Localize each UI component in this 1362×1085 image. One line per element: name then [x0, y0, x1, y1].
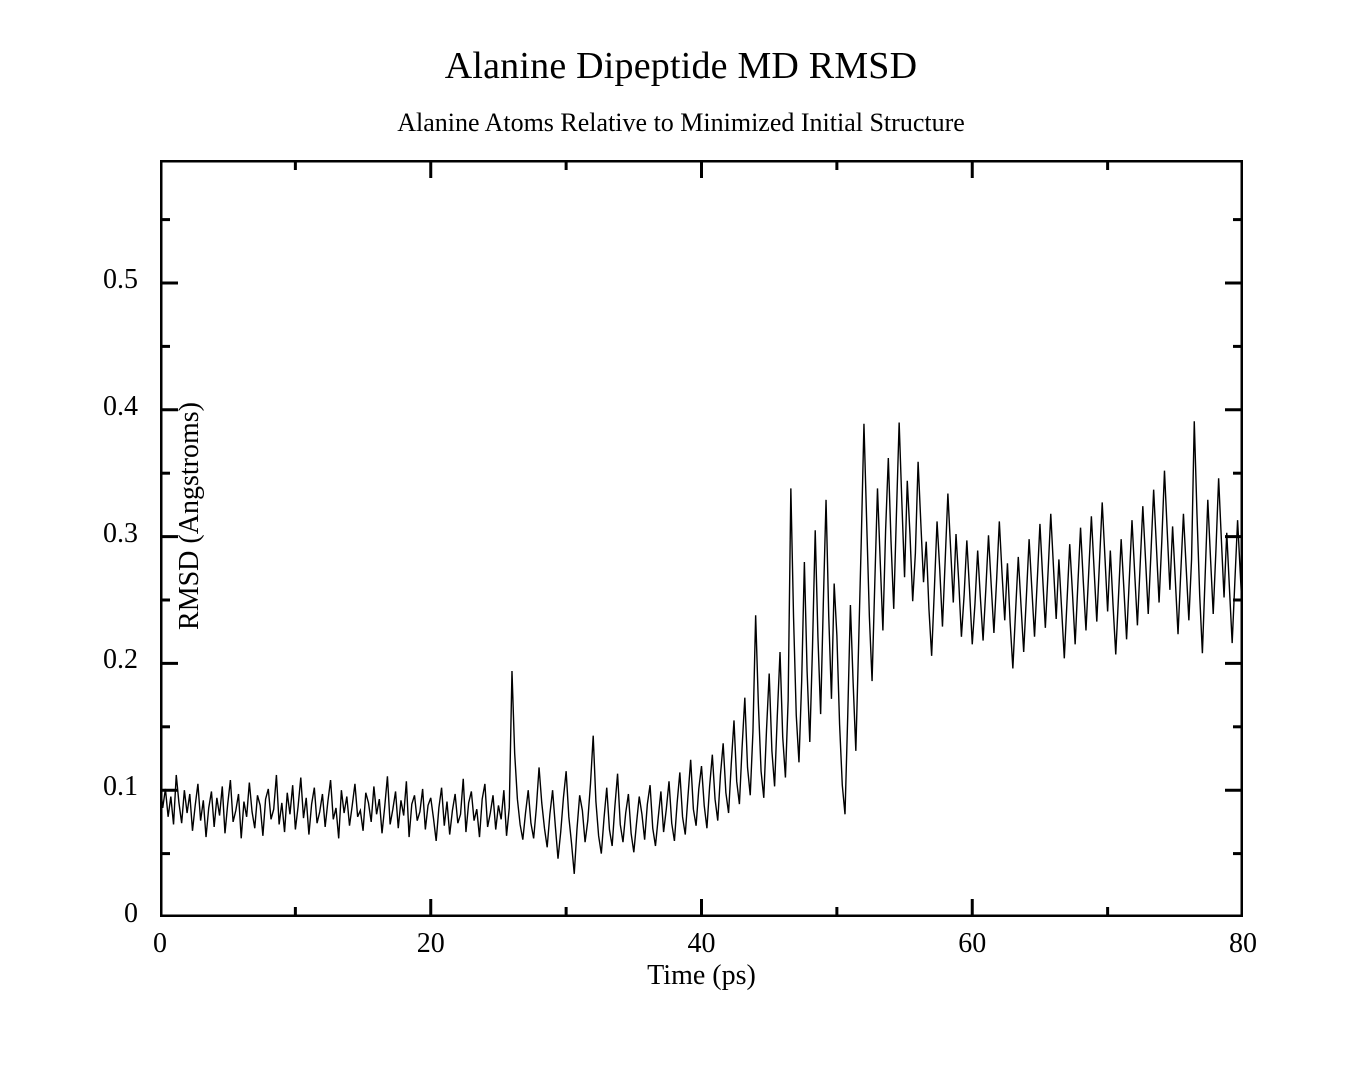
page-title: Alanine Dipeptide MD RMSD — [444, 45, 918, 87]
y-tick-label: 0.5 — [103, 263, 138, 295]
y-tick-label: 0.1 — [103, 771, 138, 803]
y-tick-label: 0.2 — [103, 644, 138, 676]
y-tick-label: 0.4 — [103, 390, 138, 422]
plot-area: RMSD (Angstroms) Time (ps) 0 0.1 0.2 0.3 0.4… — [103, 160, 1257, 991]
x-axis-label: Time (ps) — [647, 960, 756, 991]
y-tick-label: 0 — [124, 898, 138, 929]
rmsd-line-chart — [160, 160, 1243, 917]
x-tick-label: 20 — [416, 928, 445, 959]
x-tick-label: 40 — [687, 928, 716, 959]
x-tick-label: 0 — [153, 928, 167, 959]
x-tick-label: 60 — [958, 928, 987, 959]
y-axis-label: RMSD (Angstroms) — [174, 402, 205, 630]
y-tick-label: 0.3 — [103, 517, 138, 549]
data-line-rmsd — [160, 421, 1243, 874]
chart-subtitle: Alanine Atoms Relative to Minimized Init… — [397, 108, 965, 137]
x-tick-label: 80 — [1229, 928, 1257, 959]
